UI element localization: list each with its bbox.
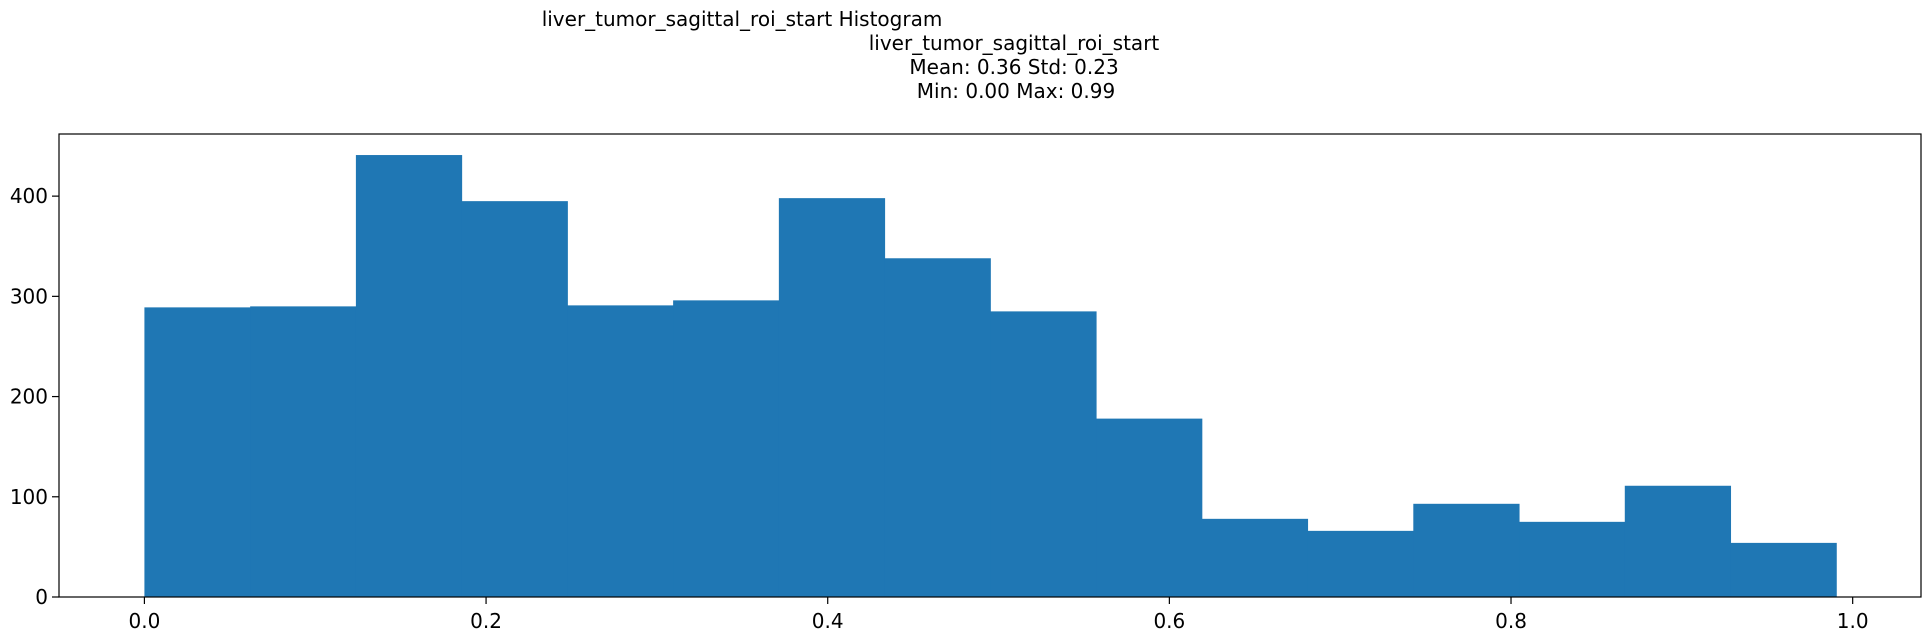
title-line-1: liver_tumor_sagittal_roi_start Histogram (542, 7, 943, 31)
histogram-bar (461, 201, 568, 597)
histogram-bar (1624, 485, 1732, 597)
title-line-4: Min: 0.00 Max: 0.99 (917, 79, 1115, 103)
chart-title: liver_tumor_sagittal_roi_start Histogram… (542, 7, 1160, 103)
histogram-bar (355, 155, 463, 597)
y-tick-label: 0 (35, 585, 48, 609)
histogram-bar (1730, 542, 1837, 597)
title-line-3: Mean: 0.36 Std: 0.23 (909, 55, 1118, 79)
x-tick-label: 0.4 (812, 609, 844, 633)
histogram-bar (1307, 530, 1414, 597)
histogram-bar (1096, 418, 1203, 597)
histogram-bar (673, 300, 780, 597)
title-line-2: liver_tumor_sagittal_roi_start (869, 31, 1160, 55)
histogram-bar (1519, 521, 1626, 597)
plot-area-frame (58, 133, 1922, 598)
x-tick-label: 0.0 (129, 609, 161, 633)
x-axis-ticks: 0.0 0.2 0.4 0.6 0.8 1.0 (129, 597, 1869, 633)
x-tick-label: 0.8 (1495, 609, 1527, 633)
y-tick-label: 300 (10, 284, 48, 308)
x-tick-label: 1.0 (1837, 609, 1869, 633)
x-tick-label: 0.6 (1153, 609, 1185, 633)
y-tick-label: 200 (10, 385, 48, 409)
histogram-bar (1413, 503, 1520, 597)
histogram-bar (567, 305, 674, 597)
histogram-bar (990, 311, 1097, 597)
histogram-bar (884, 258, 991, 597)
histogram-bars (144, 155, 1837, 597)
x-tick-label: 0.2 (470, 609, 502, 633)
histogram-bar (778, 198, 886, 597)
y-axis-ticks: 0 100 200 300 400 (10, 184, 59, 609)
histogram-bar (144, 307, 251, 597)
y-tick-label: 400 (10, 184, 48, 208)
histogram-bar (1201, 518, 1309, 597)
histogram-bar (250, 306, 357, 597)
y-tick-label: 100 (10, 485, 48, 509)
